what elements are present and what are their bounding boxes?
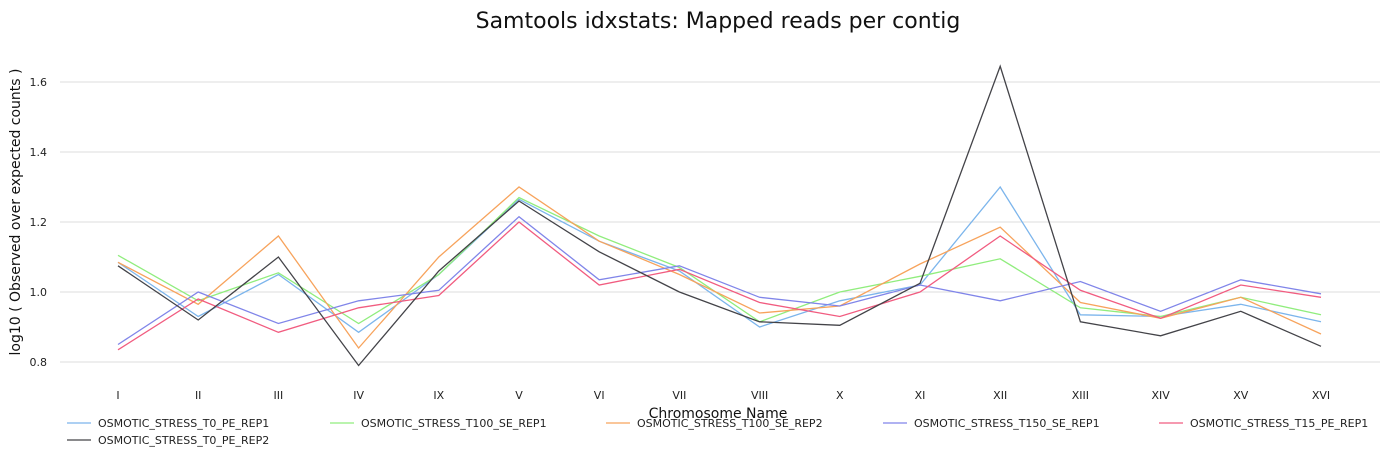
y-tick-label: 0.8 [30, 356, 48, 369]
x-tick-label: X [836, 389, 844, 402]
x-tick-label: IX [433, 389, 444, 402]
x-tick-label: VII [672, 389, 686, 402]
legend-item[interactable]: OSMOTIC_STRESS_T0_PE_REP1 [67, 417, 269, 430]
series-line [117, 64, 1322, 367]
y-axis-label: log10 ( Observed over expected counts ) [8, 69, 24, 356]
legend-label: OSMOTIC_STRESS_T15_PE_REP1 [1190, 417, 1368, 430]
chart-title: Samtools idxstats: Mapped reads per cont… [476, 9, 961, 34]
x-tick-label: XIII [1072, 389, 1089, 402]
legend: OSMOTIC_STRESS_T0_PE_REP1 OSMOTIC_STRESS_… [67, 417, 1368, 447]
legend-label: OSMOTIC_STRESS_T150_SE_REP1 [914, 417, 1100, 430]
legend-label: OSMOTIC_STRESS_T0_PE_REP1 [98, 417, 269, 430]
series-line [117, 221, 1322, 351]
legend-item[interactable]: OSMOTIC_STRESS_T15_PE_REP1 [1159, 417, 1368, 430]
y-tick-label: 1.6 [30, 76, 48, 89]
grid-layer [60, 81, 1380, 363]
x-tick-label: XIV [1151, 389, 1170, 402]
legend-label: OSMOTIC_STRESS_T100_SE_REP1 [361, 417, 547, 430]
y-axis-ticks: 0.8 1.0 1.2 1.4 1.6 [30, 76, 48, 369]
legend-item[interactable]: OSMOTIC_STRESS_T100_SE_REP2 [606, 417, 823, 430]
x-tick-label: IV [353, 389, 364, 402]
x-tick-label: XVI [1312, 389, 1330, 402]
legend-label: OSMOTIC_STRESS_T100_SE_REP2 [637, 417, 823, 430]
legend-item[interactable]: OSMOTIC_STRESS_T150_SE_REP1 [883, 417, 1100, 430]
series-line [117, 186, 1322, 350]
y-tick-label: 1.0 [30, 286, 48, 299]
x-tick-label: I [116, 389, 119, 402]
legend-label: OSMOTIC_STRESS_T0_PE_REP2 [98, 434, 269, 447]
x-tick-label: II [195, 389, 202, 402]
x-tick-label: VI [594, 389, 605, 402]
y-tick-label: 1.4 [30, 146, 48, 159]
legend-item[interactable]: OSMOTIC_STRESS_T0_PE_REP2 [67, 434, 269, 447]
x-axis-label: Chromosome Name [649, 406, 788, 422]
x-tick-label: III [274, 389, 284, 402]
x-axis-ticks: I II III IV IX V VI VII VIII X XI XII XIII XIV XV XVI [116, 389, 1330, 402]
series-line [117, 196, 1322, 325]
x-tick-label: XI [915, 389, 926, 402]
y-tick-label: 1.2 [30, 216, 48, 229]
x-tick-label: XII [993, 389, 1007, 402]
x-tick-label: V [515, 389, 523, 402]
x-tick-label: VIII [751, 389, 768, 402]
series-layer [117, 64, 1322, 367]
series-line [117, 185, 1322, 334]
x-tick-label: XV [1233, 389, 1249, 402]
legend-item[interactable]: OSMOTIC_STRESS_T100_SE_REP1 [330, 417, 547, 430]
series-line [117, 215, 1322, 346]
